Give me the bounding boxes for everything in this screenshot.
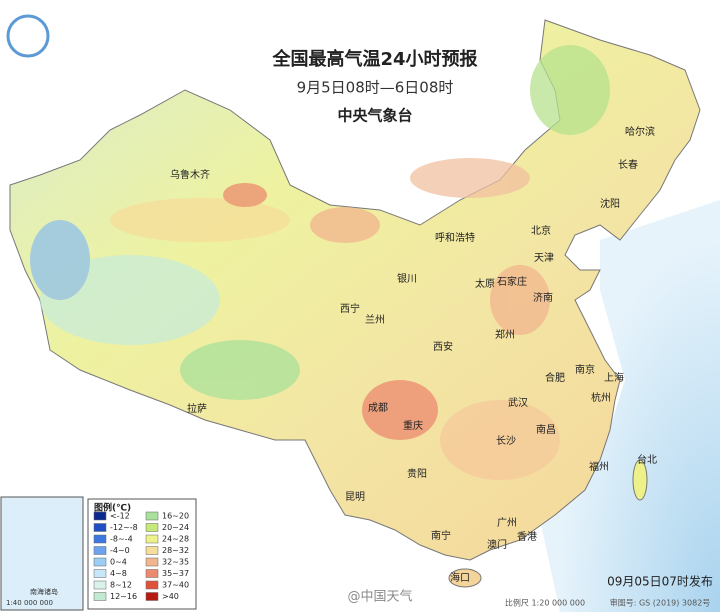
city-label: 银川 — [397, 272, 417, 285]
legend-label: -12~-8 — [110, 523, 138, 532]
legend-swatch — [145, 511, 159, 521]
title: 全国最高气温24小时预报 — [271, 48, 477, 70]
city-label: 南京 — [575, 363, 595, 376]
field — [410, 158, 530, 198]
city-label: 海口 — [450, 571, 470, 584]
legend-label: 24~28 — [162, 535, 189, 544]
temperature-fields — [30, 45, 610, 480]
legend-swatch — [145, 534, 159, 544]
legend-label: 32~35 — [162, 558, 189, 567]
watermark: @中国天气 — [347, 589, 412, 605]
city-label: 南宁 — [431, 529, 451, 542]
city-label: 天津 — [534, 252, 554, 264]
legend-label: 20~24 — [162, 523, 189, 532]
city-label: 沈阳 — [600, 197, 620, 210]
city-label: 西宁 — [340, 302, 360, 315]
legend-swatch — [93, 511, 107, 521]
city-label: 南昌 — [536, 423, 556, 436]
issuer: 中央气象台 — [337, 107, 412, 125]
city-label: 济南 — [533, 291, 553, 304]
city-label: 成都 — [368, 402, 388, 414]
inset: 南海诸岛 1:40 000 000 — [0, 496, 84, 611]
legend-swatch — [145, 557, 159, 567]
subtitle: 9月5日08时—6日08时 — [297, 79, 454, 97]
city-label: 广州 — [497, 517, 517, 529]
legend-label: -4~0 — [110, 546, 130, 555]
field — [30, 220, 90, 300]
city-label: 兰州 — [365, 313, 385, 326]
field — [530, 45, 610, 135]
legend-swatch — [145, 580, 159, 590]
taiwan — [632, 459, 648, 501]
city-label: 长春 — [618, 159, 638, 171]
legend-label: <-12 — [110, 512, 130, 521]
legend: 图例(℃) <-12 -12~-8 -8~-4 -4~0 0~4 4~8 8~12 12~16… — [87, 498, 197, 610]
city-label: 澳门 — [487, 538, 507, 551]
legend-swatch — [93, 557, 107, 567]
city-label: 贵阳 — [407, 467, 427, 480]
published-time: 09月05日07时发布 — [607, 574, 713, 589]
field — [110, 198, 290, 242]
city-label: 昆明 — [345, 491, 365, 503]
city-label: 杭州 — [591, 391, 611, 404]
city-label: 武汉 — [508, 396, 528, 409]
city-label: 乌鲁木齐 — [170, 168, 210, 181]
city-label: 石家庄 — [497, 275, 527, 288]
city-label: 台北 — [637, 453, 657, 466]
legend-swatch — [93, 523, 107, 532]
city-label: 拉萨 — [187, 402, 207, 415]
legend-title: 图例(℃) — [94, 502, 131, 514]
logo — [6, 14, 50, 58]
city-label: 长沙 — [496, 435, 516, 447]
city-label: 郑州 — [495, 328, 515, 341]
field — [490, 265, 550, 335]
approval: 审图号: GS (2019) 3082号 — [610, 598, 711, 608]
field — [223, 183, 267, 207]
field — [310, 207, 380, 243]
legend-label: 8~12 — [110, 581, 132, 590]
legend-swatch — [145, 546, 159, 555]
legend-swatch — [145, 523, 159, 532]
city-label: 呼和浩特 — [435, 232, 475, 244]
field — [180, 340, 300, 400]
legend-label: -8~-4 — [110, 535, 133, 544]
legend-swatch — [93, 569, 107, 578]
city-label: 上海 — [604, 371, 624, 384]
legend-label: 16~20 — [162, 512, 189, 521]
legend-swatch — [145, 569, 159, 578]
legend-swatch — [93, 592, 107, 601]
sea — [540, 200, 720, 612]
legend-swatch — [93, 580, 107, 590]
legend-label: 35~37 — [162, 569, 189, 578]
inset-frame — [0, 496, 84, 611]
legend-swatch — [145, 592, 159, 601]
city-label: 合肥 — [545, 371, 565, 384]
city-label: 太原 — [475, 277, 495, 290]
hainan — [448, 568, 482, 588]
legend-label: >40 — [162, 592, 179, 601]
city-label: 西安 — [433, 340, 453, 353]
legend-label: 37~40 — [162, 581, 189, 590]
field — [440, 400, 560, 480]
field — [362, 380, 438, 440]
inset-title: 南海诸岛 — [30, 587, 58, 596]
scale: 比例尺 1:20 000 000 — [505, 598, 585, 608]
legend-label: 12~16 — [110, 592, 137, 601]
city-label: 福州 — [589, 460, 609, 473]
city-label: 重庆 — [403, 419, 423, 432]
legend-swatch — [93, 546, 107, 555]
legend-label: 0~4 — [110, 558, 127, 567]
legend-swatch — [93, 534, 107, 544]
legend-label: 28~32 — [162, 546, 189, 555]
city-label: 北京 — [531, 224, 551, 237]
city-label: 哈尔滨 — [625, 125, 655, 138]
city-label: 香港 — [517, 531, 537, 543]
legend-label: 4~8 — [110, 569, 127, 578]
inset-scale: 1:40 000 000 — [6, 599, 53, 607]
